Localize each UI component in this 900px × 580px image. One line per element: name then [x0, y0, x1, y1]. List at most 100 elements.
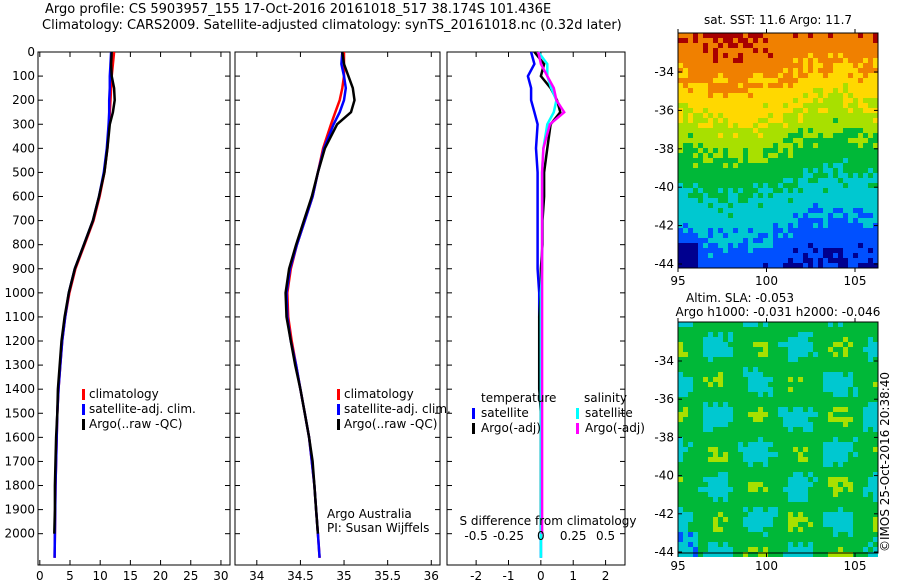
map-cell — [708, 477, 713, 482]
map-cell — [738, 387, 743, 392]
map-cell — [768, 178, 773, 183]
map-cell — [823, 68, 828, 73]
map-cell — [843, 352, 848, 357]
map-cell — [703, 103, 708, 108]
map-cell — [723, 482, 728, 487]
map-cell — [688, 163, 693, 168]
x-tick-label: -2 — [470, 569, 482, 580]
map-cell — [758, 537, 763, 542]
map-cell — [733, 537, 738, 542]
map-cell — [733, 492, 738, 497]
map-cell — [753, 542, 758, 547]
map-cell — [873, 472, 878, 477]
map-cell — [758, 223, 763, 228]
map-cell — [788, 148, 793, 153]
map-cell — [783, 233, 788, 238]
map-cell — [828, 482, 833, 487]
map-cell — [743, 377, 748, 382]
map-cell — [823, 48, 828, 53]
map-cell — [863, 397, 868, 402]
map-cell — [728, 178, 733, 183]
map-cell — [868, 542, 873, 547]
map-cell — [768, 218, 773, 223]
map-cell — [703, 198, 708, 203]
map-cell — [683, 103, 688, 108]
map-cell — [818, 447, 823, 452]
map-cell — [733, 467, 738, 472]
map-cell — [863, 362, 868, 367]
map-cell — [838, 422, 843, 427]
map-cell — [738, 452, 743, 457]
map-cell — [728, 143, 733, 148]
map-cell — [838, 487, 843, 492]
map-cell — [793, 43, 798, 48]
map-cell — [823, 417, 828, 422]
map-cell — [778, 452, 783, 457]
map-cell — [763, 173, 768, 178]
map-cell — [798, 233, 803, 238]
map-cell — [773, 248, 778, 253]
map-cell — [773, 377, 778, 382]
map-cell — [778, 422, 783, 427]
legend-label: satellite — [481, 406, 529, 420]
map-cell — [798, 512, 803, 517]
map-cell — [723, 63, 728, 68]
map-cell — [853, 113, 858, 118]
map-cell — [703, 422, 708, 427]
map-cell — [718, 193, 723, 198]
map-cell — [683, 193, 688, 198]
map-cell — [758, 357, 763, 362]
map-cell — [798, 228, 803, 233]
map-cell — [773, 138, 778, 143]
map-cell — [723, 43, 728, 48]
map-cell — [748, 497, 753, 502]
map-cell — [728, 542, 733, 547]
map-cell — [798, 332, 803, 337]
map-cell — [738, 427, 743, 432]
map-cell — [818, 93, 823, 98]
map-cell — [733, 248, 738, 253]
map-cell — [743, 253, 748, 258]
map-cell — [798, 392, 803, 397]
map-cell — [873, 322, 878, 327]
map-cell — [853, 38, 858, 43]
map-cell — [703, 507, 708, 512]
map-cell — [868, 527, 873, 532]
map-cell — [848, 497, 853, 502]
map-cell — [743, 63, 748, 68]
map-cell — [873, 382, 878, 387]
map-cell — [693, 432, 698, 437]
map-cell — [748, 492, 753, 497]
map-cell — [783, 188, 788, 193]
map-cell — [868, 477, 873, 482]
map-cell — [748, 173, 753, 178]
map-cell — [763, 382, 768, 387]
map-cell — [773, 467, 778, 472]
map-cell — [838, 367, 843, 372]
map-cell — [858, 158, 863, 163]
map-cell — [793, 452, 798, 457]
map-cell — [833, 362, 838, 367]
map-cell — [818, 482, 823, 487]
map-cell — [818, 492, 823, 497]
map-cell — [853, 118, 858, 123]
map-cell — [713, 322, 718, 327]
map-cell — [783, 148, 788, 153]
map-cell — [793, 497, 798, 502]
map-cell — [868, 163, 873, 168]
map-cell — [688, 253, 693, 258]
map-cell — [853, 547, 858, 552]
map-cell — [863, 462, 868, 467]
map-cell — [863, 402, 868, 407]
map-cell — [813, 397, 818, 402]
map-cell — [718, 113, 723, 118]
map-cell — [833, 128, 838, 133]
map-cell — [758, 322, 763, 327]
map-cell — [678, 208, 683, 213]
map-cell — [848, 362, 853, 367]
map-cell — [818, 248, 823, 253]
map-cell — [698, 537, 703, 542]
map-cell — [728, 218, 733, 223]
map-cell — [873, 377, 878, 382]
map-cell — [773, 322, 778, 327]
